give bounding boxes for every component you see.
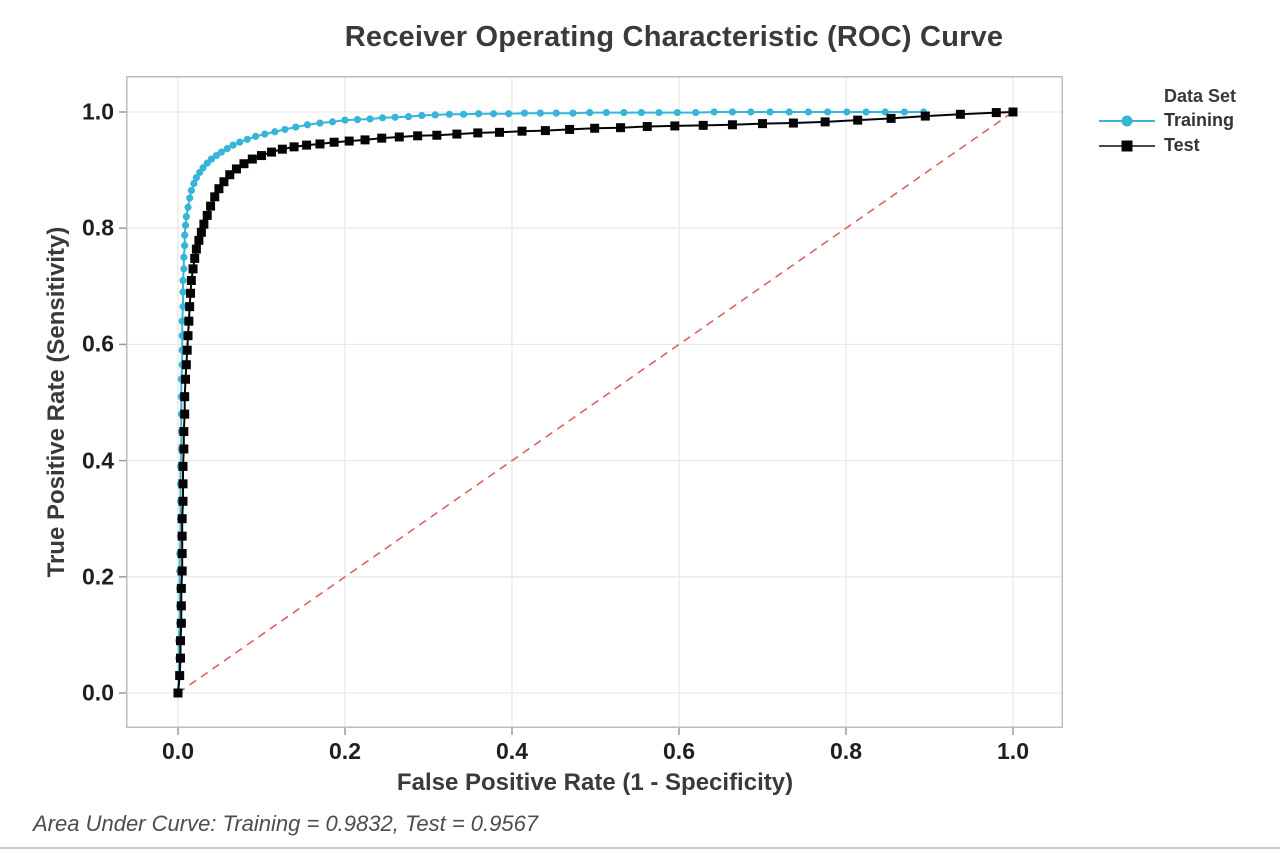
y-tick-label: 0.2 — [82, 563, 114, 590]
x-tick-label: 0.8 — [830, 738, 862, 764]
legend-item-training[interactable]: Training — [1098, 108, 1236, 133]
y-tick-label: 0.6 — [82, 330, 114, 357]
training-circle-marker-icon — [1098, 113, 1156, 129]
legend-title: Data Set — [1164, 86, 1237, 106]
y-tick-label: 0.0 — [82, 679, 114, 706]
legend-label-test: Test — [1164, 135, 1200, 155]
x-tick-label: 1.0 — [997, 738, 1029, 764]
plot-area — [119, 76, 1063, 735]
y-axis-label: True Positive Rate (Sensitivity) — [43, 226, 70, 578]
x-tick-label: 0.2 — [329, 738, 361, 764]
legend-label-training: Training — [1164, 110, 1235, 130]
y-tick-label: 0.4 — [82, 447, 114, 474]
y-tick-label: 0.8 — [82, 214, 114, 241]
x-tick-label: 0.6 — [663, 738, 695, 764]
x-tick-label: 0.4 — [496, 738, 528, 764]
test-square-marker-icon — [1098, 138, 1156, 154]
legend: Data Set Training Test — [1098, 84, 1236, 158]
y-tick-label: 1.0 — [82, 98, 114, 125]
legend-item-test[interactable]: Test — [1098, 133, 1236, 158]
x-axis-label: False Positive Rate (1 - Specificity) — [396, 769, 794, 796]
chart-title: Receiver Operating Characteristic (ROC) … — [344, 21, 1004, 53]
bottom-divider — [0, 847, 1280, 849]
x-tick-label: 0.0 — [162, 738, 194, 764]
auc-annotation: Area Under Curve: Training = 0.9832, Tes… — [33, 811, 539, 836]
